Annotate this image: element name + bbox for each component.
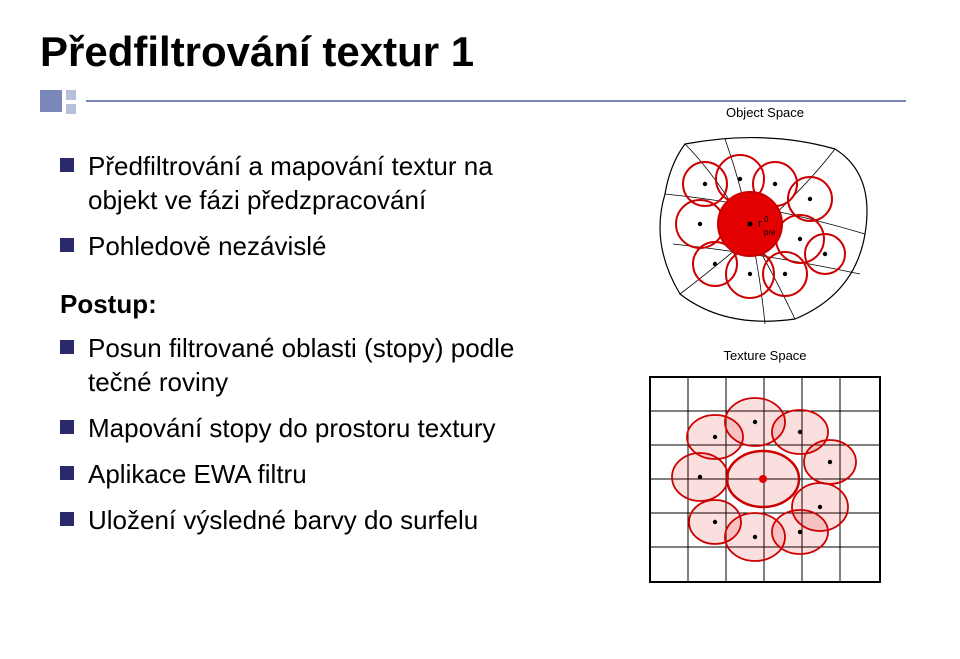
svg-text:0: 0 [764, 215, 769, 224]
formula-label: r [758, 218, 762, 230]
bullet-item: Aplikace EWA filtru [60, 458, 560, 492]
figure-label-bottom: Texture Space [610, 348, 920, 363]
content-left: Předfiltrování a mapování textur na obje… [60, 150, 560, 549]
bullet-icon [60, 420, 74, 434]
object-space-figure: r 0 pre [625, 124, 905, 334]
bullet-text: Pohledově nezávislé [88, 230, 327, 264]
bullet-item: Posun filtrované oblasti (stopy) podle t… [60, 332, 560, 400]
figure-label-top: Object Space [610, 105, 920, 120]
subheading: Postup: [60, 289, 560, 320]
bullet-icon [60, 466, 74, 480]
bullet-item: Pohledově nezávislé [60, 230, 560, 264]
bullet-icon [60, 512, 74, 526]
svg-text:pre: pre [764, 228, 776, 237]
bullet-text: Předfiltrování a mapování textur na obje… [88, 150, 560, 218]
bullet-text: Mapování stopy do prostoru textury [88, 412, 496, 446]
bullet-text: Aplikace EWA filtru [88, 458, 307, 492]
bullet-item: Mapování stopy do prostoru textury [60, 412, 560, 446]
bullet-item: Uložení výsledné barvy do surfelu [60, 504, 560, 538]
bullet-item: Předfiltrování a mapování textur na obje… [60, 150, 560, 218]
figure-area: Object Space [610, 105, 920, 606]
bullet-icon [60, 158, 74, 172]
bullet-icon [60, 238, 74, 252]
bullet-text: Posun filtrované oblasti (stopy) podle t… [88, 332, 560, 400]
texture-space-figure [625, 367, 905, 592]
bullet-text: Uložení výsledné barvy do surfelu [88, 504, 478, 538]
page-title: Předfiltrování textur 1 [40, 28, 474, 76]
bullet-icon [60, 340, 74, 354]
